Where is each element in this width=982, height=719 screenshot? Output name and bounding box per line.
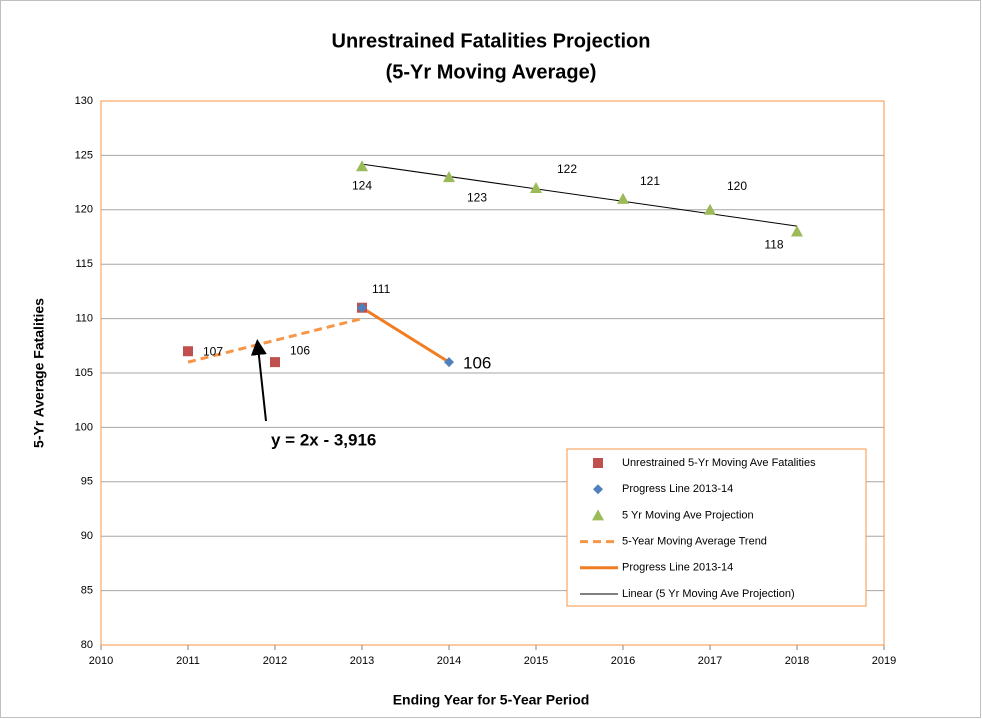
x-tick-label: 2012 xyxy=(263,655,287,667)
x-tick-label: 2014 xyxy=(437,655,461,667)
legend-label: Linear (5 Yr Moving Ave Projection) xyxy=(622,588,795,600)
y-tick-label: 90 xyxy=(81,530,93,542)
data-label: 106 xyxy=(463,354,491,373)
point xyxy=(357,302,367,313)
annotation-arrow xyxy=(250,339,267,422)
x-tick-label: 2018 xyxy=(785,655,809,667)
data-label: 123 xyxy=(467,190,487,204)
y-tick-label: 100 xyxy=(75,421,93,433)
y-tick-label: 95 xyxy=(81,476,93,488)
point xyxy=(530,182,542,194)
y-tick-label: 130 xyxy=(75,95,93,107)
legend-marker xyxy=(592,509,604,521)
data-label: 107 xyxy=(203,344,223,358)
legend-box xyxy=(566,448,867,607)
data-label: 111 xyxy=(372,282,391,296)
data-label: 122 xyxy=(557,162,577,176)
point xyxy=(270,357,280,368)
chart-title: Unrestrained Fatalities Projection xyxy=(332,30,651,52)
legend-label: 5 Yr Moving Ave Projection xyxy=(622,509,754,521)
legend-label: Progress Line 2013-14 xyxy=(622,562,733,574)
y-axis-title: 5-Yr Average Fatalities xyxy=(31,298,47,448)
data-label: 124 xyxy=(352,178,372,192)
point xyxy=(791,225,803,237)
legend-marker xyxy=(593,458,603,468)
y-tick-label: 115 xyxy=(75,258,93,270)
y-tick-label: 120 xyxy=(75,204,93,216)
point xyxy=(617,192,629,204)
data-label: 118 xyxy=(764,238,783,252)
x-tick-label: 2010 xyxy=(89,655,113,667)
trend-line xyxy=(187,317,363,364)
x-tick-label: 2013 xyxy=(350,655,374,667)
chart-subtitle: (5-Yr Moving Average) xyxy=(386,61,597,83)
legend-label: Unrestrained 5-Yr Moving Ave Fatalities xyxy=(622,457,816,469)
y-tick-label: 80 xyxy=(81,639,93,651)
point xyxy=(443,171,455,183)
x-tick-label: 2016 xyxy=(611,655,635,667)
point xyxy=(183,346,193,357)
y-tick-label: 125 xyxy=(75,149,93,161)
x-tick-label: 2017 xyxy=(698,655,722,667)
x-tick-label: 2015 xyxy=(524,655,548,667)
point xyxy=(704,203,716,215)
data-label: 120 xyxy=(727,179,747,193)
legend-label: 5-Year Moving Average Trend xyxy=(622,536,767,548)
y-tick-label: 105 xyxy=(75,367,93,379)
x-tick-label: 2019 xyxy=(872,655,896,667)
data-label: 106 xyxy=(290,343,310,357)
y-tick-label: 110 xyxy=(75,313,93,325)
x-tick-label: 2011 xyxy=(176,655,200,667)
x-axis-title: Ending Year for 5-Year Period xyxy=(393,692,590,708)
y-tick-label: 85 xyxy=(81,585,93,597)
trend-line xyxy=(361,306,450,364)
legend-label: Progress Line 2013-14 xyxy=(622,483,733,495)
legend-marker xyxy=(593,484,603,495)
point xyxy=(444,357,454,368)
annotation: y = 2x - 3,916 xyxy=(271,430,376,449)
point xyxy=(356,160,368,172)
trend-line xyxy=(361,163,798,227)
plot-border xyxy=(100,100,885,646)
data-label: 121 xyxy=(640,174,660,188)
